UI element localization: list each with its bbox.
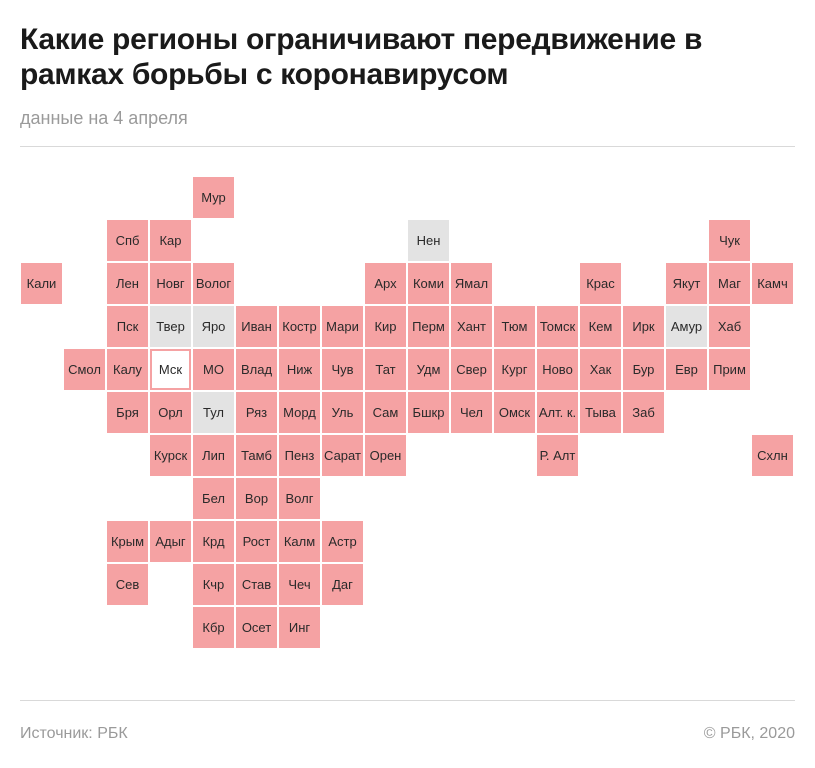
region-tile: Ирк bbox=[623, 306, 664, 347]
region-tile: Курск bbox=[150, 435, 191, 476]
region-tile: Амур bbox=[666, 306, 707, 347]
region-tile: Евр bbox=[666, 349, 707, 390]
region-tile: Мск bbox=[150, 349, 191, 390]
region-tile: Бур bbox=[623, 349, 664, 390]
bottom-divider bbox=[20, 700, 795, 701]
region-tile: Кар bbox=[150, 220, 191, 261]
region-tile: Крас bbox=[580, 263, 621, 304]
region-tile: Кург bbox=[494, 349, 535, 390]
region-tile: Тат bbox=[365, 349, 406, 390]
region-tile: Тамб bbox=[236, 435, 277, 476]
region-tile: Орл bbox=[150, 392, 191, 433]
region-tile: Мур bbox=[193, 177, 234, 218]
region-tile: Сам bbox=[365, 392, 406, 433]
region-tile: Морд bbox=[279, 392, 320, 433]
region-tile: Хак bbox=[580, 349, 621, 390]
source-note: Источник: РБК bbox=[20, 725, 128, 742]
region-tile: Удм bbox=[408, 349, 449, 390]
region-tile: Вор bbox=[236, 478, 277, 519]
region-tile: Хант bbox=[451, 306, 492, 347]
region-tile: Новг bbox=[150, 263, 191, 304]
region-tile: Чел bbox=[451, 392, 492, 433]
region-tile: Чув bbox=[322, 349, 363, 390]
region-tile: Астр bbox=[322, 521, 363, 562]
region-tile: Чеч bbox=[279, 564, 320, 605]
region-tile: Волг bbox=[279, 478, 320, 519]
region-tile: Схлн bbox=[752, 435, 793, 476]
region-tile: Спб bbox=[107, 220, 148, 261]
region-tile: Смол bbox=[64, 349, 105, 390]
region-tile: Ямал bbox=[451, 263, 492, 304]
top-divider bbox=[20, 146, 795, 147]
region-tile: Р. Алт bbox=[537, 435, 578, 476]
region-tile: Сев bbox=[107, 564, 148, 605]
region-tile: Тюм bbox=[494, 306, 535, 347]
region-tile: Бел bbox=[193, 478, 234, 519]
region-tile: Влад bbox=[236, 349, 277, 390]
region-tile: Иван bbox=[236, 306, 277, 347]
region-tile: Костр bbox=[279, 306, 320, 347]
region-tile: Бря bbox=[107, 392, 148, 433]
region-tile: Даг bbox=[322, 564, 363, 605]
copyright-note: © РБК, 2020 bbox=[703, 725, 795, 742]
region-tile: Свер bbox=[451, 349, 492, 390]
region-tile: Хаб bbox=[709, 306, 750, 347]
region-tile: Крым bbox=[107, 521, 148, 562]
region-tile: Алт. к. bbox=[537, 392, 578, 433]
region-tile: Ниж bbox=[279, 349, 320, 390]
region-tile: Ряз bbox=[236, 392, 277, 433]
region-tile: Кбр bbox=[193, 607, 234, 648]
region-tile: Тыва bbox=[580, 392, 621, 433]
region-tile: Якут bbox=[666, 263, 707, 304]
region-tile: Камч bbox=[752, 263, 793, 304]
region-tile: Пенз bbox=[279, 435, 320, 476]
region-tile: Коми bbox=[408, 263, 449, 304]
region-tile: Волог bbox=[193, 263, 234, 304]
region-tile: Осет bbox=[236, 607, 277, 648]
page-title: Какие регионы ограничивают передвижение … bbox=[20, 23, 703, 91]
region-tile: Томск bbox=[537, 306, 578, 347]
region-tile: Тул bbox=[193, 392, 234, 433]
region-tile: Лип bbox=[193, 435, 234, 476]
region-tile: Мари bbox=[322, 306, 363, 347]
region-tile: Маг bbox=[709, 263, 750, 304]
region-tile: Нен bbox=[408, 220, 449, 261]
region-tile: Сарат bbox=[322, 435, 363, 476]
region-tile: Уль bbox=[322, 392, 363, 433]
region-tile: Пск bbox=[107, 306, 148, 347]
region-tile: Рост bbox=[236, 521, 277, 562]
region-tile: Кчр bbox=[193, 564, 234, 605]
region-tile: Арх bbox=[365, 263, 406, 304]
region-tile: Бшкр bbox=[408, 392, 449, 433]
region-tile: Кем bbox=[580, 306, 621, 347]
region-tile: МО bbox=[193, 349, 234, 390]
region-tile: Калм bbox=[279, 521, 320, 562]
region-tile: Перм bbox=[408, 306, 449, 347]
region-tile: Орен bbox=[365, 435, 406, 476]
region-tile: Адыг bbox=[150, 521, 191, 562]
region-tile: Заб bbox=[623, 392, 664, 433]
region-tile: Омск bbox=[494, 392, 535, 433]
region-tile: Прим bbox=[709, 349, 750, 390]
region-tile: Лен bbox=[107, 263, 148, 304]
region-tile: Яро bbox=[193, 306, 234, 347]
region-tile: Кали bbox=[21, 263, 62, 304]
region-tile: Крд bbox=[193, 521, 234, 562]
region-tile: Став bbox=[236, 564, 277, 605]
region-tile: Кир bbox=[365, 306, 406, 347]
region-tile: Чук bbox=[709, 220, 750, 261]
region-tile: Инг bbox=[279, 607, 320, 648]
region-tile: Калу bbox=[107, 349, 148, 390]
region-tile: Твер bbox=[150, 306, 191, 347]
subtitle: данные на 4 апреля bbox=[20, 108, 188, 128]
region-tile: Ново bbox=[537, 349, 578, 390]
